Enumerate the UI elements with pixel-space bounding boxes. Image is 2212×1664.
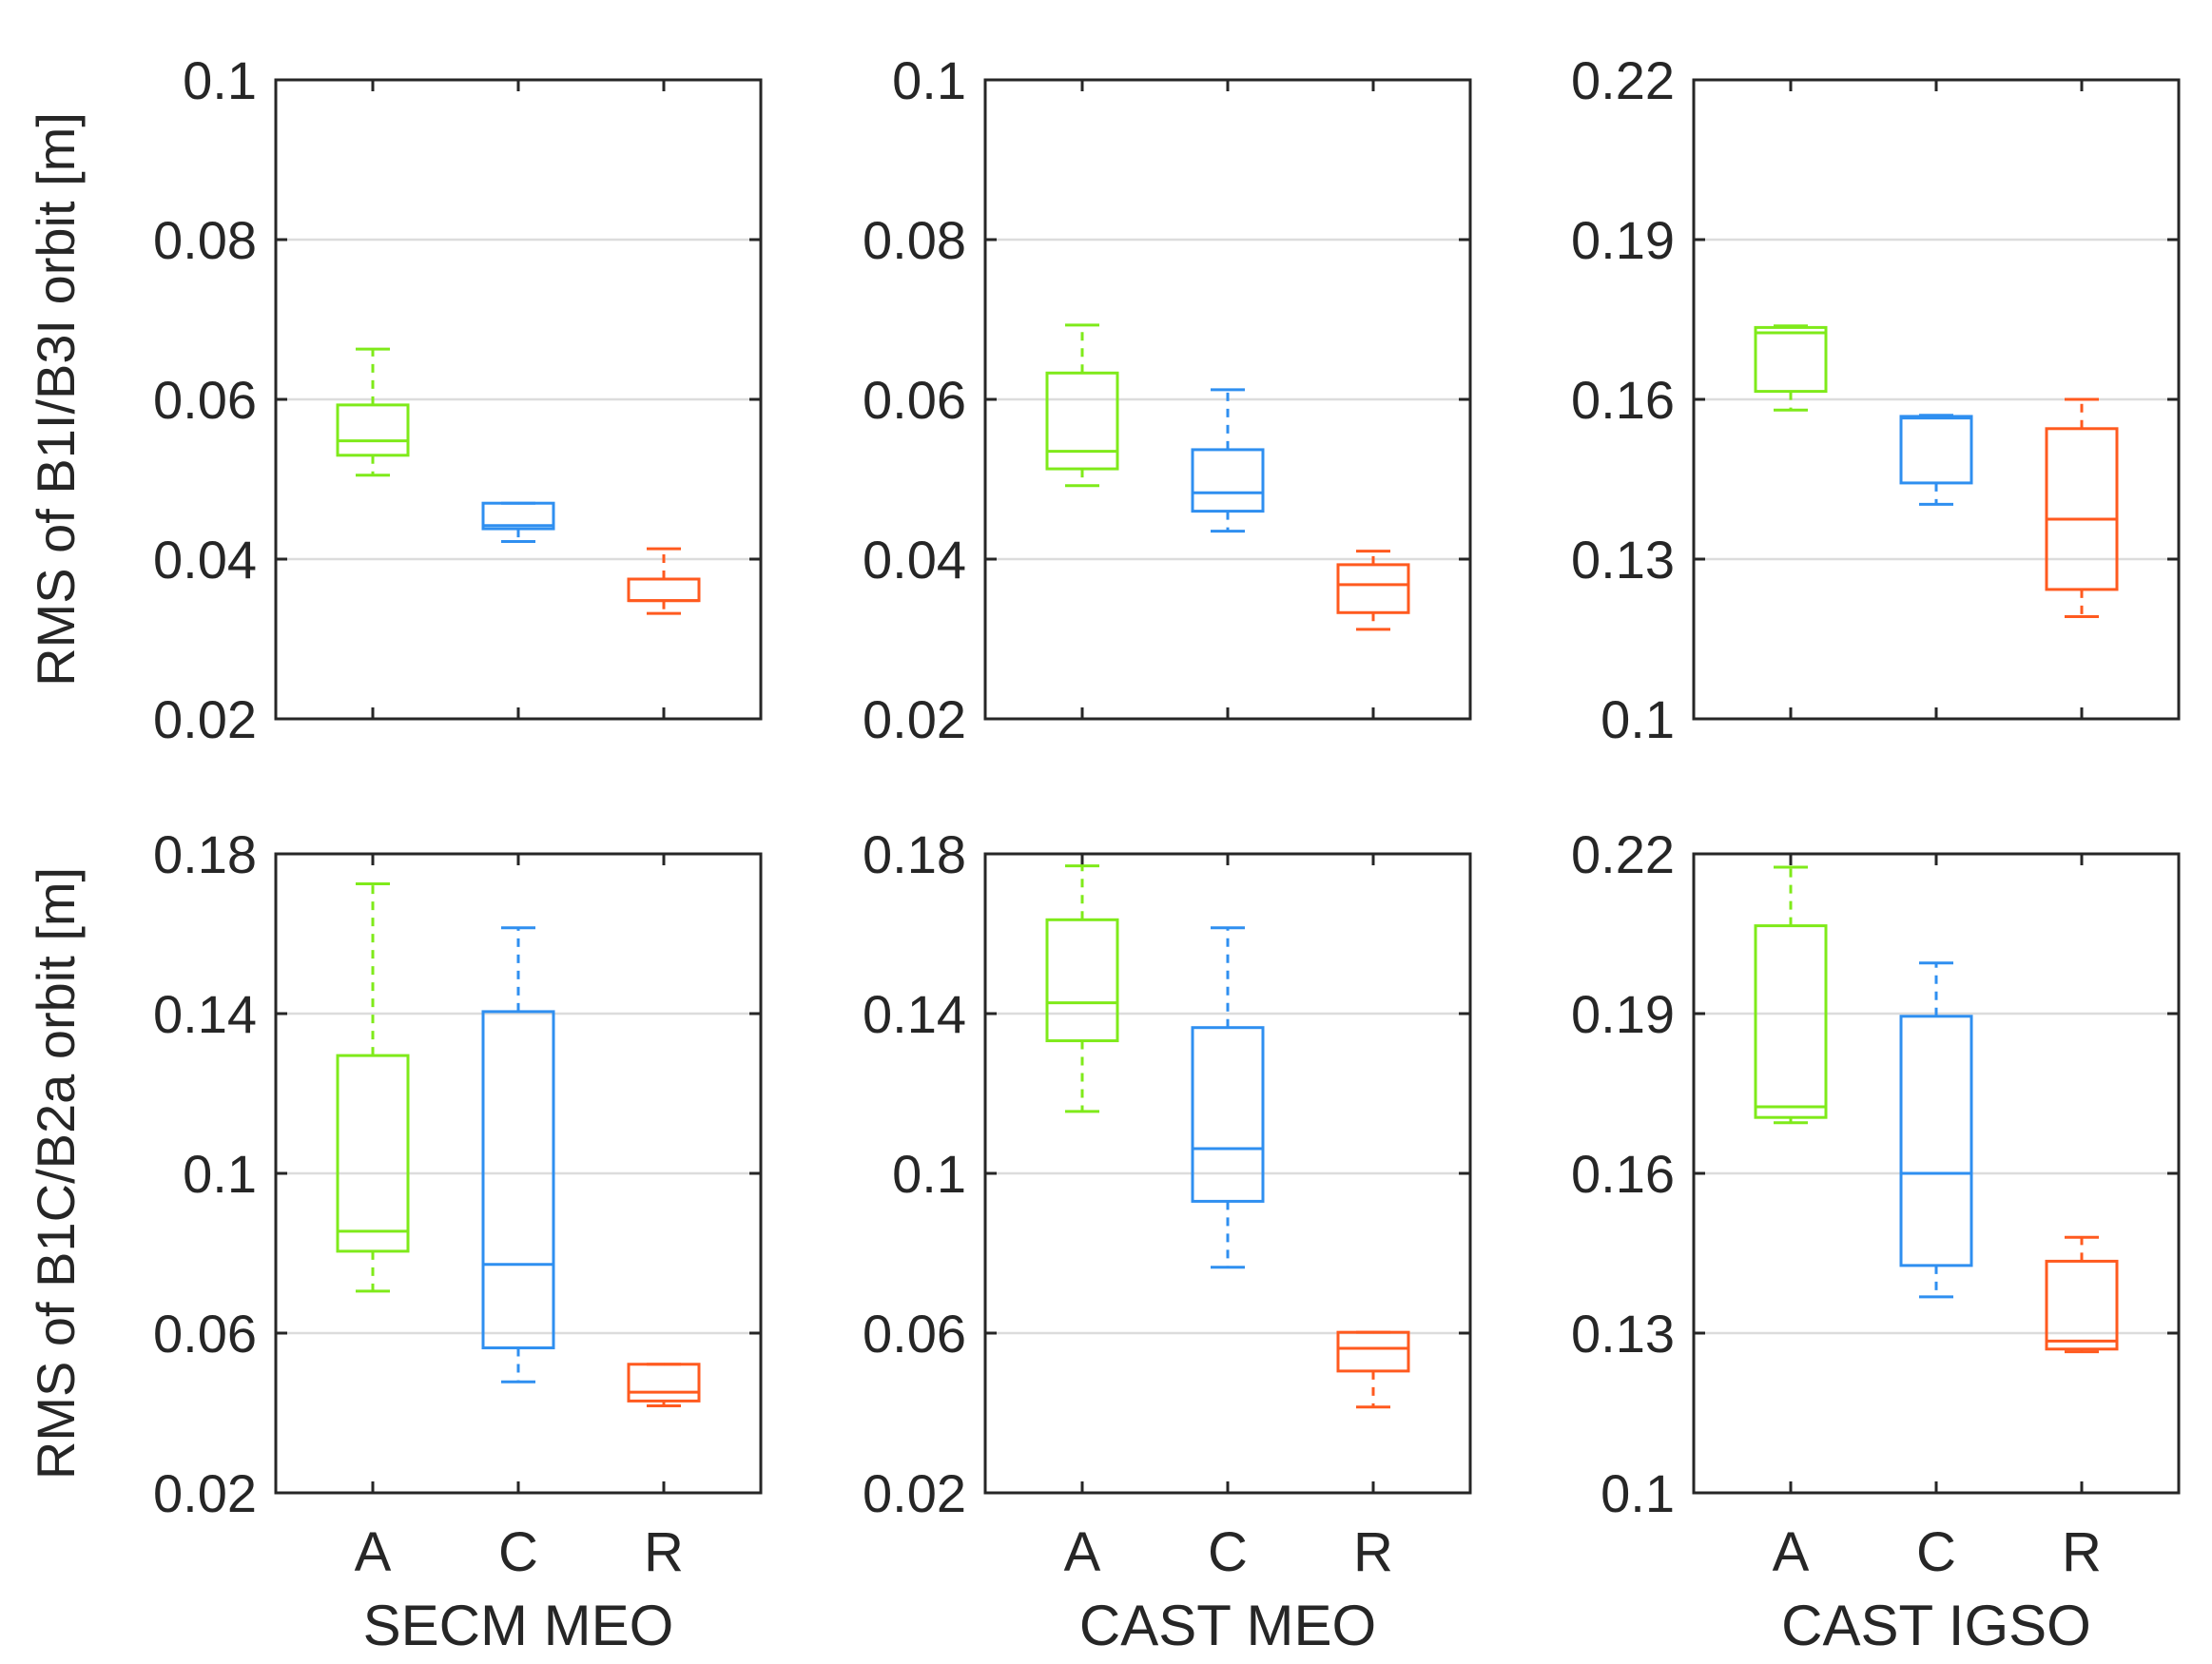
iqr-box xyxy=(1899,415,1973,485)
box-c xyxy=(481,926,555,1383)
x-axis-label: CAST IGSO xyxy=(1781,1594,2091,1657)
box-c xyxy=(1191,926,1265,1269)
category-label-a: A xyxy=(355,1521,392,1583)
category-label-a: A xyxy=(1064,1521,1101,1583)
y-tick-label: 0.02 xyxy=(153,689,257,749)
box-c xyxy=(1899,414,1973,506)
iqr-box xyxy=(2045,427,2119,591)
y-tick-label: 0.08 xyxy=(153,210,257,270)
iqr-box xyxy=(2045,1259,2119,1351)
y-tick-label: 0.04 xyxy=(863,530,966,590)
y-tick-label: 0.1 xyxy=(892,1144,966,1204)
y-tick-label: 0.16 xyxy=(1571,1144,1675,1204)
x-axis-label: SECM MEO xyxy=(363,1594,674,1657)
box-a xyxy=(1754,324,1828,412)
box-r xyxy=(2045,397,2119,618)
category-label-r: R xyxy=(644,1521,684,1583)
box-r xyxy=(2045,1235,2119,1354)
y-tick-label: 0.06 xyxy=(153,1304,257,1364)
y-tick-label: 0.06 xyxy=(863,370,966,430)
y-tick-label: 0.16 xyxy=(1571,370,1675,430)
panel-2-1: 0.02 0.06 0.1 0.14 0.18 A C R SECM MEO RMS of B1C… xyxy=(26,824,763,1657)
y-tick-label: 0.18 xyxy=(153,824,257,884)
box-r xyxy=(1336,550,1410,631)
axes-frame xyxy=(1692,78,2181,721)
y-tick-label: 0.1 xyxy=(183,1144,257,1204)
panel-1-1: 0.02 0.04 0.06 0.08 0.1 RMS of B1I/B3I orbit … xyxy=(26,50,763,749)
y-tick-label: 0.14 xyxy=(153,984,257,1044)
box-a xyxy=(336,882,410,1293)
iqr-box xyxy=(336,1054,410,1253)
box-c xyxy=(481,501,555,544)
iqr-box xyxy=(481,1010,555,1350)
box-r xyxy=(627,1363,701,1407)
box-a xyxy=(1754,865,1828,1125)
axes-frame xyxy=(1692,852,2181,1495)
panel-2-3: 0.1 0.13 0.16 0.19 0.22 A C R CAST IGSO xyxy=(1571,824,2181,1657)
y-tick-label: 0.02 xyxy=(863,689,966,749)
box-a xyxy=(1045,323,1119,488)
iqr-box xyxy=(336,403,410,457)
category-label-c: C xyxy=(1208,1521,1248,1583)
y-tick-label: 0.13 xyxy=(1571,1304,1675,1364)
iqr-box xyxy=(1191,448,1265,513)
category-label-r: R xyxy=(1353,1521,1393,1583)
y-tick-label: 0.02 xyxy=(153,1463,257,1523)
iqr-box xyxy=(627,1363,701,1403)
category-label-c: C xyxy=(1916,1521,1956,1583)
box-c xyxy=(1191,388,1265,533)
y-tick-label: 0.02 xyxy=(863,1463,966,1523)
panel-1-3: 0.1 0.13 0.16 0.19 0.22 xyxy=(1571,50,2181,749)
axes-frame xyxy=(274,78,763,721)
category-label-a: A xyxy=(1773,1521,1810,1583)
box-r xyxy=(1336,1330,1410,1409)
y-tick-label: 0.13 xyxy=(1571,530,1675,590)
iqr-box xyxy=(1899,1015,1973,1267)
box-r xyxy=(627,547,701,615)
x-axis-label: CAST MEO xyxy=(1079,1594,1376,1657)
iqr-box xyxy=(1754,924,1828,1119)
y-tick-label: 0.14 xyxy=(863,984,966,1044)
iqr-box xyxy=(481,501,555,531)
y-axis-label: RMS of B1I/B3I orbit [m] xyxy=(26,112,86,687)
y-tick-label: 0.1 xyxy=(892,50,966,110)
axes-frame xyxy=(983,78,1472,721)
axes-frame xyxy=(983,852,1472,1495)
y-tick-label: 0.08 xyxy=(863,210,966,270)
iqr-box xyxy=(1754,325,1828,394)
y-tick-label: 0.18 xyxy=(863,824,966,884)
category-label-r: R xyxy=(2062,1521,2102,1583)
y-axis-label: RMS of B1C/B2a orbit [m] xyxy=(26,867,86,1480)
y-tick-label: 0.1 xyxy=(1601,1463,1675,1523)
panel-1-2: 0.02 0.04 0.06 0.08 0.1 xyxy=(863,50,1472,749)
iqr-box xyxy=(1336,1330,1410,1373)
y-tick-label: 0.1 xyxy=(183,50,257,110)
y-tick-label: 0.04 xyxy=(153,530,257,590)
iqr-box xyxy=(1336,563,1410,614)
y-tick-label: 0.19 xyxy=(1571,210,1675,270)
iqr-box xyxy=(627,577,701,603)
y-tick-label: 0.06 xyxy=(863,1304,966,1364)
iqr-box xyxy=(1045,918,1119,1043)
y-tick-label: 0.22 xyxy=(1571,50,1675,110)
box-a xyxy=(336,347,410,477)
iqr-box xyxy=(1191,1026,1265,1203)
y-tick-label: 0.06 xyxy=(153,370,257,430)
iqr-box xyxy=(1045,371,1119,471)
category-label-c: C xyxy=(498,1521,538,1583)
panel-2-2: 0.02 0.06 0.1 0.14 0.18 A C R CAST MEO xyxy=(863,824,1472,1657)
box-c xyxy=(1899,961,1973,1299)
y-tick-label: 0.19 xyxy=(1571,984,1675,1044)
y-tick-label: 0.22 xyxy=(1571,824,1675,884)
axes-frame xyxy=(274,852,763,1495)
box-a xyxy=(1045,864,1119,1113)
y-tick-label: 0.1 xyxy=(1601,689,1675,749)
